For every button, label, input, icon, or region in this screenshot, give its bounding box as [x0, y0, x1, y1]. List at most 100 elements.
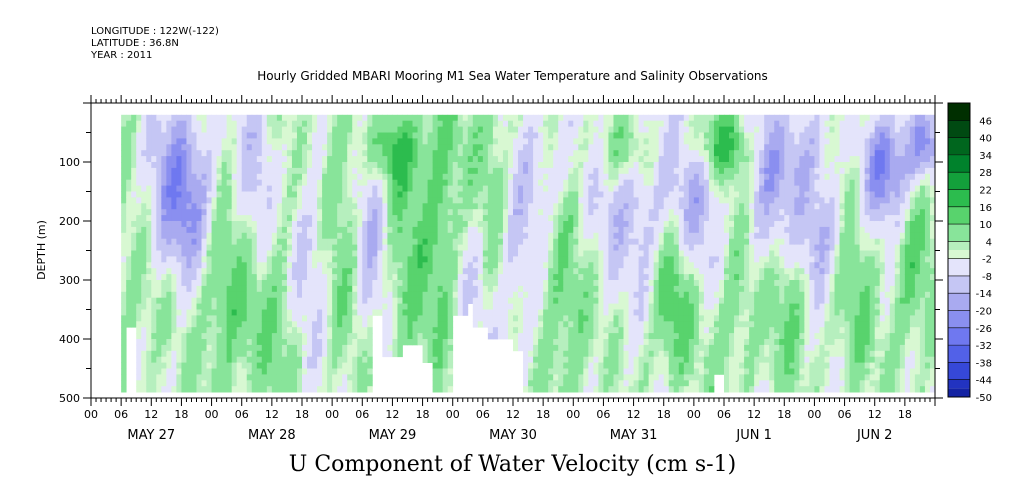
heatmap-cell [568, 274, 574, 281]
heatmap-cell [206, 321, 212, 328]
heatmap-cell [653, 374, 660, 381]
heatmap-cell [352, 144, 358, 151]
heatmap-cell [457, 268, 464, 275]
heatmap-cell [181, 238, 187, 245]
heatmap-cell [241, 173, 248, 181]
heatmap-cell [442, 321, 449, 328]
heatmap-cell [211, 162, 217, 169]
heatmap-cell [553, 156, 559, 163]
heatmap-cell [658, 262, 665, 269]
heatmap-cell [342, 132, 348, 139]
heatmap-cell [638, 297, 645, 304]
heatmap-cell [176, 126, 182, 133]
heatmap-cell [653, 380, 660, 387]
heatmap-cell [382, 344, 388, 352]
heatmap-cell [402, 333, 408, 340]
heatmap-cell [618, 185, 624, 192]
heatmap-cell [186, 321, 192, 328]
heatmap-cell [558, 114, 564, 122]
heatmap-cell [291, 226, 298, 234]
heatmap-cell [668, 215, 675, 222]
heatmap-cell [296, 386, 303, 393]
heatmap-cell [518, 203, 524, 210]
heatmap-cell [342, 368, 348, 375]
heatmap-cell [261, 197, 268, 204]
heatmap-cell [171, 268, 177, 275]
heatmap-cell [497, 333, 504, 340]
heatmap-cell [618, 221, 624, 228]
heatmap-cell [362, 250, 368, 257]
heatmap-cell [226, 362, 233, 369]
heatmap-cell [231, 167, 238, 175]
heatmap-cell [638, 386, 645, 393]
heatmap-cell [553, 203, 559, 210]
heatmap-cell [563, 256, 569, 263]
heatmap-cell [452, 203, 459, 210]
heatmap-cell [663, 232, 670, 240]
heatmap-cell [573, 297, 579, 304]
heatmap-cell [658, 315, 665, 322]
heatmap-cell [146, 356, 152, 363]
heatmap-cell [442, 150, 449, 157]
heatmap-cell [156, 274, 162, 281]
heatmap-cell [412, 120, 418, 127]
heatmap-cell [563, 197, 569, 204]
heatmap-cell [171, 156, 177, 163]
heatmap-cell [312, 179, 318, 186]
heatmap-cell [452, 232, 459, 240]
heatmap-cell [221, 138, 228, 145]
heatmap-cell [628, 274, 634, 281]
heatmap-cell [216, 374, 223, 381]
heatmap-cell [317, 362, 323, 369]
heatmap-cell [211, 144, 217, 151]
heatmap-cell [417, 221, 423, 228]
heatmap-cell [236, 185, 243, 192]
heatmap-cell [342, 114, 348, 122]
heatmap-cell [221, 144, 228, 151]
heatmap-cell [196, 114, 202, 122]
heatmap-cell [663, 203, 670, 210]
heatmap-cell [196, 262, 202, 269]
heatmap-cell [121, 380, 127, 387]
heatmap-cell [432, 339, 439, 346]
heatmap-cell [593, 156, 599, 163]
heatmap-cell [482, 274, 489, 281]
heatmap-cell [573, 350, 579, 358]
heatmap-cell [543, 114, 549, 122]
heatmap-cell [452, 291, 459, 299]
heatmap-cell [603, 268, 609, 275]
year-label: YEAR : 2011 [91, 50, 153, 61]
heatmap-cell [467, 274, 474, 281]
heatmap-cell [141, 173, 147, 181]
heatmap-cell [593, 344, 599, 352]
heatmap-cell [658, 339, 665, 346]
heatmap-cell [291, 126, 298, 133]
heatmap-cell [402, 132, 408, 139]
heatmap-cell [663, 138, 670, 145]
heatmap-cell [241, 215, 248, 222]
heatmap-cell [432, 203, 439, 210]
heatmap-cell [322, 150, 328, 157]
heatmap-cell [658, 197, 665, 204]
heatmap-cell [317, 179, 323, 186]
heatmap-cell [131, 262, 137, 269]
heatmap-cell [543, 150, 549, 157]
heatmap-cell [337, 280, 343, 287]
heatmap-cell [658, 173, 665, 181]
heatmap-cell [317, 374, 323, 381]
heatmap-cell [221, 262, 228, 269]
heatmap-cell [382, 327, 388, 334]
heatmap-cell [548, 350, 554, 358]
heatmap-cell [211, 321, 217, 328]
heatmap-cell [161, 285, 167, 293]
heatmap-cell [392, 262, 398, 269]
heatmap-cell [613, 215, 619, 222]
heatmap-cell [578, 350, 584, 358]
heatmap-cell [176, 215, 182, 222]
heatmap-cell [126, 203, 132, 210]
heatmap-cell [447, 114, 454, 122]
heatmap-cell [397, 179, 403, 186]
heatmap-cell [246, 156, 253, 163]
heatmap-cell [648, 268, 655, 275]
heatmap-cell [191, 144, 197, 151]
